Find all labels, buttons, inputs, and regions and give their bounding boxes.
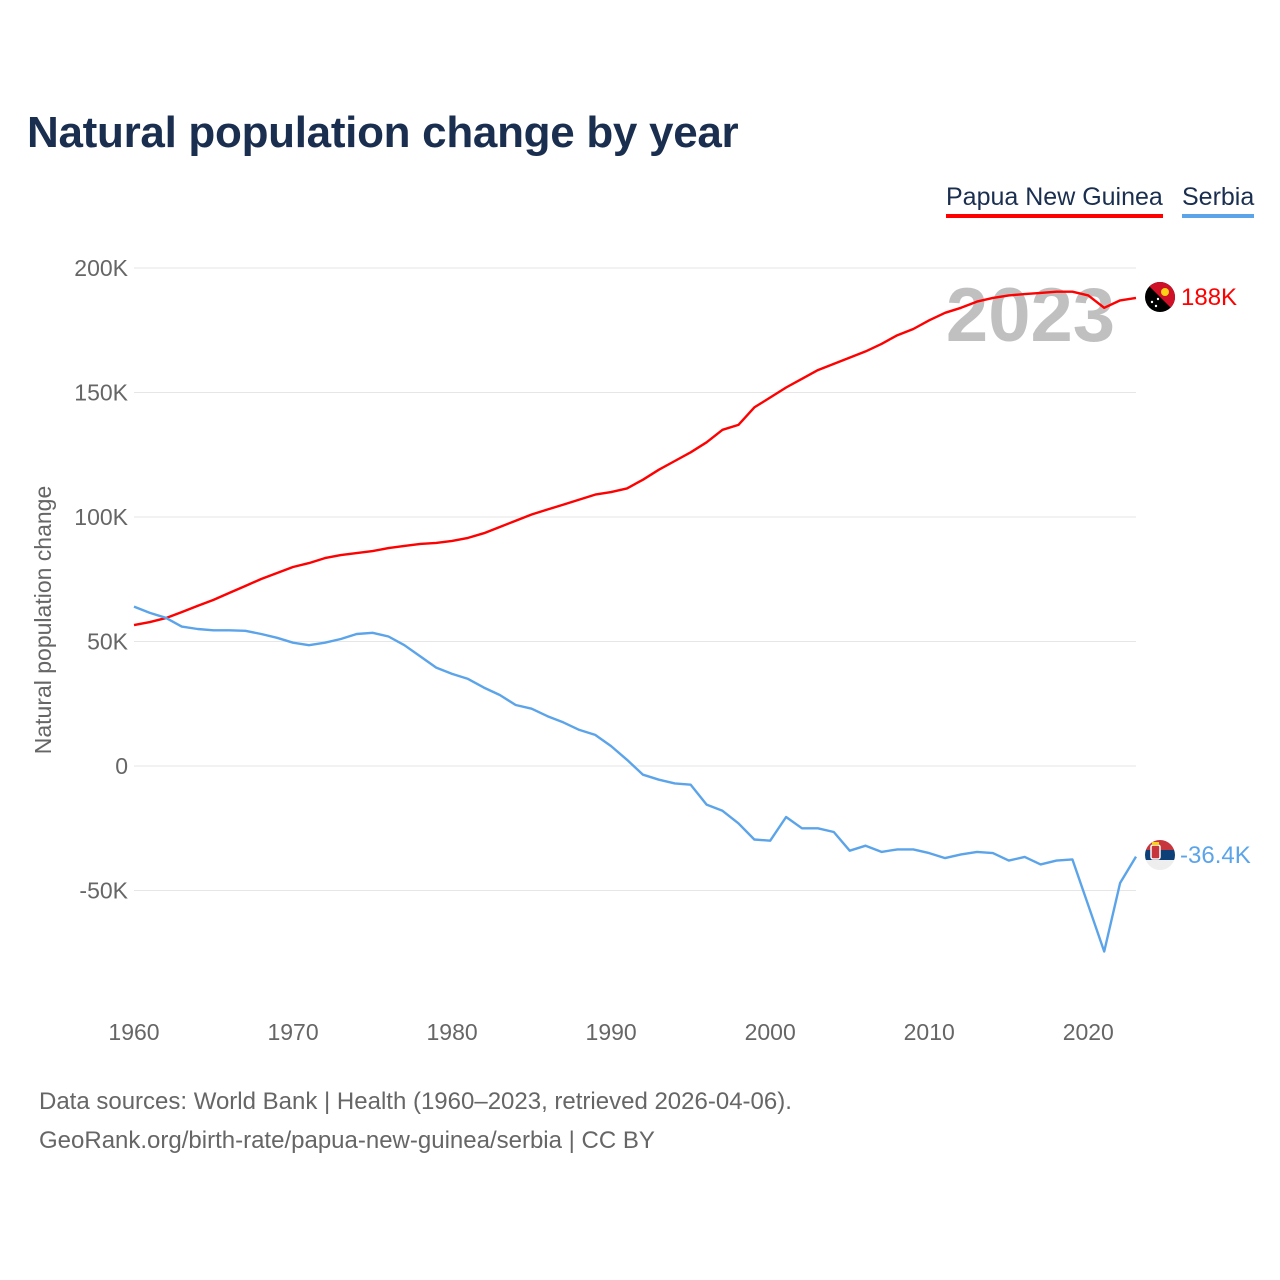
y-axis-label: Natural population change — [30, 486, 56, 755]
end-label-papua-new-guinea: 188K — [1181, 284, 1237, 311]
y-tick-label: -50K — [79, 878, 128, 904]
x-tick-label: 1980 — [427, 1019, 478, 1045]
x-tick-label: 1990 — [586, 1019, 637, 1045]
series-line-serbia[interactable] — [133, 605, 1138, 953]
x-tick-label: 2020 — [1063, 1019, 1114, 1045]
end-label-serbia: -36.4K — [1180, 842, 1251, 869]
x-tick-label: 1960 — [108, 1019, 159, 1045]
y-tick-label: 50K — [87, 629, 129, 655]
series-line-papua-new-guinea[interactable] — [133, 290, 1137, 627]
y-tick-label: 0 — [115, 753, 128, 779]
x-tick-label: 1970 — [267, 1019, 318, 1045]
papua-new-guinea-flag-icon — [1145, 282, 1175, 312]
x-tick-label: 2010 — [904, 1019, 955, 1045]
serbia-flag-icon — [1145, 840, 1175, 870]
footer-link[interactable]: GeoRank.org/birth-rate/papua-new-guinea/… — [39, 1127, 655, 1154]
x-tick-label: 2000 — [745, 1019, 796, 1045]
y-tick-label: 200K — [74, 255, 128, 281]
year-watermark: 2023 — [946, 273, 1115, 358]
y-tick-label: 100K — [74, 504, 128, 530]
footer-sources: Data sources: World Bank | Health (1960–… — [39, 1088, 792, 1115]
chart-title: Natural population change by year — [27, 108, 739, 157]
legend-papua-new-guinea[interactable]: Papua New Guinea — [946, 183, 1163, 218]
y-tick-label: 150K — [74, 380, 128, 406]
legend-serbia[interactable]: Serbia — [1182, 183, 1255, 218]
